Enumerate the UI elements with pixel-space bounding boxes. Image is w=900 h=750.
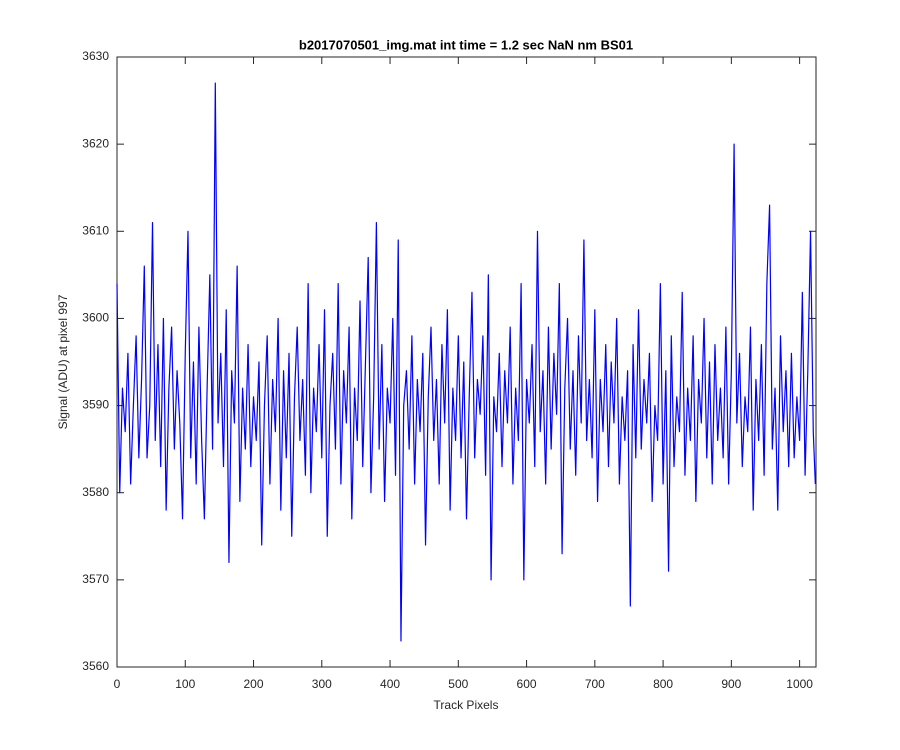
x-tick-label: 300 <box>312 677 332 691</box>
y-tick-label: 3560 <box>82 659 109 673</box>
y-tick-label: 3590 <box>82 398 109 412</box>
x-tick-label: 700 <box>585 677 605 691</box>
axes-box <box>116 56 817 668</box>
x-tick-label: 800 <box>653 677 673 691</box>
y-tick-label: 3620 <box>82 136 109 150</box>
x-tick-label: 1000 <box>786 677 813 691</box>
x-tick-label: 200 <box>244 677 264 691</box>
y-tick-label: 3580 <box>82 485 109 499</box>
x-tick-label: 400 <box>380 677 400 691</box>
x-axis-label: Track Pixels <box>434 698 499 712</box>
y-tick-label: 3570 <box>82 572 109 586</box>
y-axis-label: Signal (ADU) at pixel 997 <box>56 294 70 429</box>
y-tick-label: 3630 <box>82 49 109 63</box>
x-tick-label: 500 <box>448 677 468 691</box>
chart-title: b2017070501_img.mat int time = 1.2 sec N… <box>299 37 633 52</box>
x-tick-label: 0 <box>114 677 121 691</box>
data-line <box>116 82 816 642</box>
y-tick-label: 3610 <box>82 223 109 237</box>
x-tick-label: 900 <box>721 677 741 691</box>
x-tick-label: 100 <box>175 677 195 691</box>
y-tick-label: 3600 <box>82 311 109 325</box>
x-tick-label: 600 <box>517 677 537 691</box>
